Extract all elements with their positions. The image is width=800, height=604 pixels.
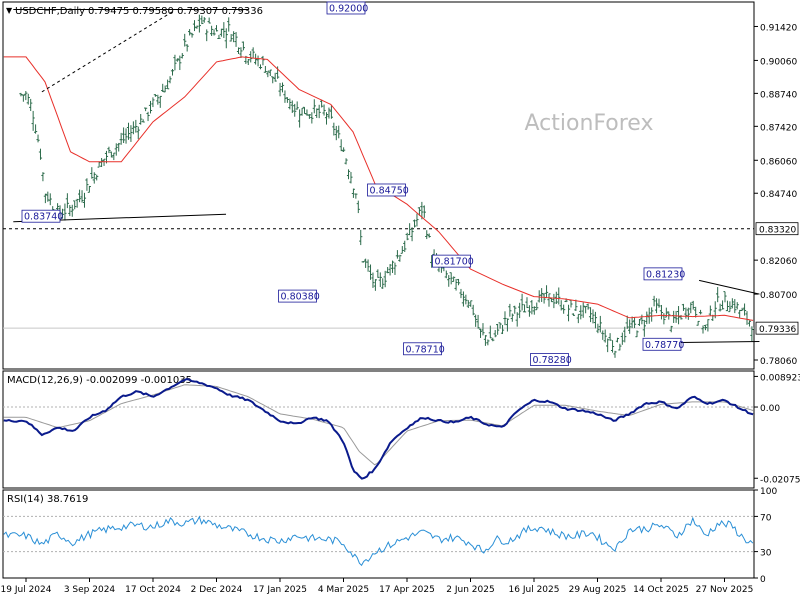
price-label-box — [530, 353, 569, 366]
price-tick-label: 0.82060 — [760, 257, 797, 267]
trendline — [698, 279, 760, 295]
date-tick-label: 2 Jun 2025 — [446, 585, 494, 595]
ohlc-readout: 0.79475 0.79580 0.79307 0.79336 — [88, 6, 263, 17]
symbol-label: USDCHF,Daily — [15, 6, 85, 17]
date-tick-label: 17 Jan 2025 — [253, 585, 307, 595]
macd-label: MACD(12,26,9) -0.002099 -0.001035 — [7, 375, 192, 386]
date-tick-label: 19 Jul 2024 — [1, 585, 52, 595]
date-tick-label: 3 Sep 2024 — [64, 585, 116, 595]
dashed-trendline — [41, 11, 173, 93]
macd-panel-frame — [2, 370, 755, 489]
price-label-box — [403, 342, 442, 356]
price-label-text: 0.81700 — [435, 257, 474, 268]
rsi-tick-label: 100 — [760, 487, 777, 497]
price-tick-label: 0.86060 — [760, 157, 797, 167]
rsi-tick-label: 70 — [760, 513, 772, 523]
price-label-text: 0.78770 — [645, 340, 684, 351]
price-label-box — [367, 183, 406, 197]
rsi-label: RSI(14) 38.7619 — [7, 494, 88, 505]
price-tick-label: 0.84740 — [760, 190, 797, 200]
rsi-tick-label: 30 — [760, 549, 772, 559]
price-label-text: 0.78710 — [406, 344, 445, 355]
price-label-box — [643, 267, 683, 281]
price-label-text: 0.80380 — [281, 292, 320, 303]
price-bars-layer — [19, 14, 754, 358]
macd-line — [3, 377, 754, 480]
grid-layer — [3, 228, 754, 329]
price-tick-label: 0.80700 — [760, 291, 797, 301]
date-tick-label: 27 Nov 2025 — [696, 585, 754, 595]
macd-tick-label: -0.020759 — [760, 475, 800, 485]
symbol-dropdown-icon[interactable]: ▼ — [6, 6, 13, 15]
price-tick-label: 0.91420 — [760, 23, 797, 33]
axes-layer: 0.91420 0.90060 0.88740 0.87420 0.86060 0.847… — [1, 23, 800, 595]
rsi-tick-label: 0 — [760, 575, 766, 585]
watermark: ActionForex — [525, 111, 654, 136]
price-label-box — [21, 209, 61, 223]
date-tick-label: 17 Apr 2025 — [379, 585, 435, 595]
macd-tick-label: 0.00 — [760, 404, 780, 414]
price-label-box — [432, 254, 471, 268]
price-tick-label: 0.87420 — [760, 123, 797, 133]
rsi-panel-frame — [2, 489, 755, 579]
price-tick-label: 0.78060 — [760, 357, 797, 367]
price-label-box — [642, 337, 682, 351]
price-label-text: 0.83740 — [24, 212, 63, 223]
date-tick-label: 4 Mar 2025 — [318, 585, 369, 595]
current-price-box — [755, 321, 799, 335]
date-tick-label: 17 Oct 2024 — [125, 585, 181, 595]
macd-layer — [3, 377, 754, 480]
date-tick-label: 16 Jul 2025 — [509, 585, 560, 595]
macd-tick-label: 0.008923 — [760, 373, 800, 383]
price-tick-label: 0.83320 — [759, 226, 796, 236]
price-tick-label: 0.88740 — [760, 90, 797, 100]
price-label-text: 0.84750 — [370, 185, 409, 196]
price-label-text: 0.92000 — [329, 3, 368, 14]
price-label-text: 0.81230 — [646, 269, 685, 280]
rsi-layer — [3, 515, 754, 567]
price-label-box — [326, 1, 366, 15]
price-tick-label: 0.79336 — [759, 325, 796, 335]
rsi-line — [3, 515, 754, 567]
price-label-box — [278, 289, 317, 303]
level-price-box — [755, 222, 799, 236]
price-tick-label: 0.90060 — [760, 57, 797, 67]
date-tick-label: 14 Oct 2025 — [633, 585, 689, 595]
date-tick-label: 2 Dec 2024 — [191, 585, 243, 595]
price-label-text: 0.78280 — [533, 355, 572, 366]
price-labels-layer: 0.92000 0.83740 0.84750 0.80380 0.81700 0.787… — [21, 1, 685, 366]
date-tick-label: 29 Aug 2025 — [569, 585, 627, 595]
